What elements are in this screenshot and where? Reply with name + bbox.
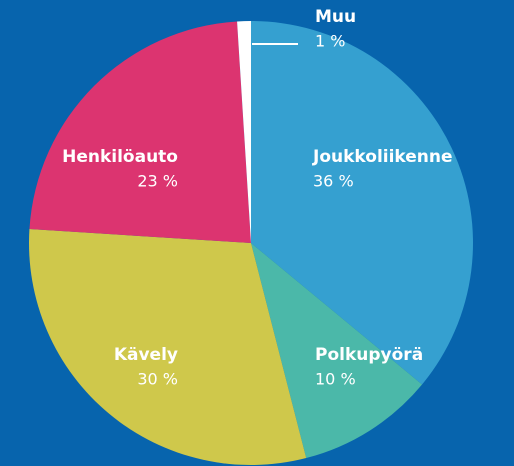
slice-value-label: 36 % <box>313 172 354 191</box>
slice-label: Polkupyörä <box>315 345 423 365</box>
pie-slice <box>29 21 252 244</box>
pie-slice <box>28 229 307 465</box>
slice-value-label: 23 % <box>137 172 178 191</box>
pie-slice <box>237 21 251 243</box>
pie <box>28 21 473 465</box>
pie-slice <box>251 243 423 459</box>
slice-value-label: 30 % <box>137 370 178 389</box>
slice-label: Henkilöauto <box>62 147 178 167</box>
slice-value-label: 10 % <box>315 370 356 389</box>
slice-label: Joukkoliikenne <box>312 147 453 167</box>
pie-slice <box>251 21 473 385</box>
slice-label: Muu <box>315 7 356 27</box>
slice-label: Kävely <box>114 345 178 365</box>
slice-value-label: 1 % <box>315 32 345 51</box>
labels: Joukkoliikenne 36 % Polkupyörä 10 % Kävely 30… <box>62 7 452 389</box>
